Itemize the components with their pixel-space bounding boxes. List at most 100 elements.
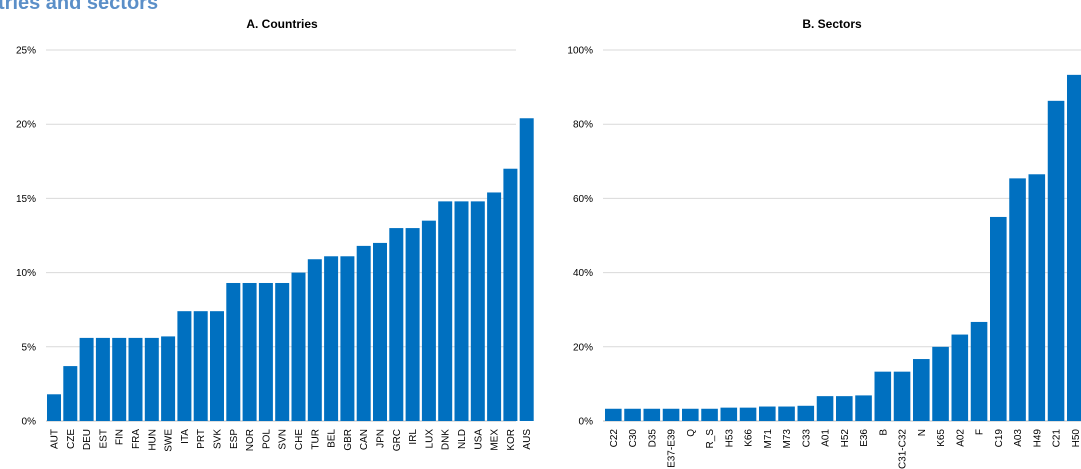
x-tick-label: TUR [310,429,321,450]
x-tick-label: EST [98,429,109,448]
x-tick-label: SWE [164,429,175,452]
panel-sectors: B. Sectors 0% 20% 40% 60% 80% 100% C22 C30 D35 E37… [567,17,1081,469]
y-tick-label: 100% [567,46,593,57]
bar [605,408,622,421]
bar [1028,174,1046,421]
y-tick-label: 20% [573,342,593,353]
bar [95,337,110,421]
bar [291,272,306,421]
bar [421,220,436,421]
x-tick-label: CHE [294,429,305,450]
x-tick-label: K65 [936,429,947,447]
bar [970,321,988,421]
bar [470,201,485,421]
bar [682,408,699,421]
x-tick-label: M73 [782,429,793,449]
bar [836,396,853,421]
bar [356,245,371,421]
x-tick-label: NLD [457,429,468,449]
bar [797,405,815,421]
x-tick-label: USA [473,429,484,450]
bar [405,228,420,421]
bar [161,336,176,421]
y-tick-label: 40% [573,268,593,279]
x-tick-label: DNK [441,429,452,450]
x-tick-label: SVN [278,429,289,450]
bar [624,408,641,421]
bar [242,282,257,421]
bar [739,407,757,421]
bar [47,394,61,421]
x-tick-label: D35 [647,429,658,448]
x-tick-label: ITA [180,429,191,444]
x-tick-label: E36 [859,429,870,447]
x-tick-label: H53 [724,429,735,448]
bar [778,406,795,421]
panel-countries: A. Countries 0% 5% 10% 15% 20% 25% AUT CZE DEU EST… [16,17,534,452]
bar [932,346,949,421]
x-tick-label: FRA [131,429,142,449]
x-tick-label: HUN [147,429,158,451]
panel-title: B. Sectors [802,17,862,31]
bar [307,259,322,421]
bar [324,256,339,421]
x-tick-label: A01 [821,429,832,447]
y-tick-label: 80% [573,120,593,131]
bar [1047,100,1065,421]
bar [128,337,143,421]
x-tick-label: ESP [229,429,240,449]
x-tick-label: C22 [609,429,620,448]
x-tick-label: M71 [763,429,774,449]
bar [643,408,661,421]
bar [177,311,192,421]
x-tick-label: C21 [1052,429,1063,448]
page-title: tries and sectors [0,0,159,14]
bar [913,359,930,421]
x-tick-label: C30 [628,429,639,448]
bar [258,282,273,421]
y-tick-label: 10% [16,268,36,279]
x-tick-label: NOR [245,429,256,451]
x-tick-label: PRT [196,429,207,449]
bar [373,242,387,421]
bar [275,282,290,421]
x-tick-label: A02 [955,429,966,447]
y-tick-label: 25% [16,46,36,57]
x-tick-label: SVK [213,429,224,449]
bar [340,256,355,421]
x-tick-label: C33 [801,429,812,448]
x-tick-label: F [975,429,986,435]
panel-title: A. Countries [246,17,318,31]
y-tick-label: 0% [22,417,37,428]
bar [487,192,502,421]
x-tick-label: B [878,429,889,436]
x-tick-label: N [917,429,928,436]
x-tick-label: JPN [376,429,387,448]
x-tick-label: IRL [408,429,419,445]
y-tick-label: 5% [22,342,37,353]
bar [210,311,224,421]
bar [951,334,969,421]
x-tick-label: H49 [1032,429,1043,448]
x-tick-label: AUT [50,429,61,449]
x-tick-label: Q [686,429,697,437]
x-tick-label: MEX [490,429,501,451]
bar [226,282,241,421]
x-tick-label: DEU [82,429,93,450]
x-tick-label: KOR [506,429,517,451]
bar [503,168,518,421]
y-tick-label: 60% [573,194,593,205]
bar [63,366,78,421]
x-tick-label: H50 [1071,429,1081,448]
bar [759,406,776,421]
y-tick-label: 20% [16,120,36,131]
bar [662,408,680,421]
bar [438,201,453,421]
bar [874,371,892,421]
x-tick-label: GRC [392,429,403,451]
x-tick-label: K66 [744,429,755,447]
x-tick-label: H52 [840,429,851,448]
bar [112,337,127,421]
x-tick-label: AUS [522,429,533,450]
